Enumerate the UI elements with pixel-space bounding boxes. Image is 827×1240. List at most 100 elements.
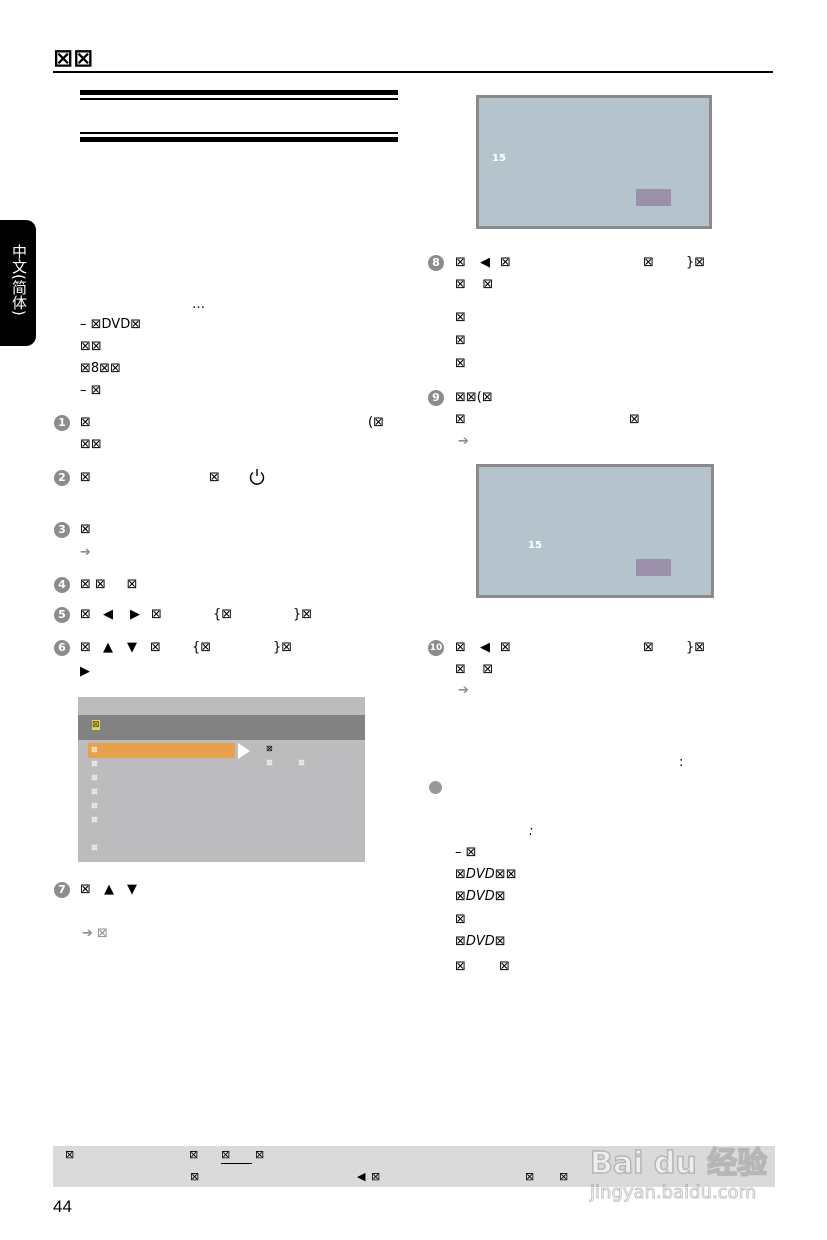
screen-value: 15 xyxy=(492,153,506,164)
setup-menu-screenshot: ⊠ ⊠ ⊠ ⊠ ⊠ ⊠ ⊠ ⊠ ⊠ ⊠ ⊠ xyxy=(78,697,365,862)
ellipsis: … xyxy=(192,297,205,312)
step-text: ⊠ ⊠ ⊠ xyxy=(80,577,138,592)
text-line: – ⊠ xyxy=(80,383,102,398)
arrow-icon: ➔ xyxy=(80,545,91,560)
step-text: {⊠ xyxy=(213,607,233,622)
menu-item[interactable]: ⊠ xyxy=(91,801,98,810)
arrow-icon: ➔ xyxy=(458,683,469,698)
submenu-option[interactable]: ⊠ xyxy=(298,758,305,767)
step-number: 4 xyxy=(54,577,70,593)
bullet-dot-icon xyxy=(429,781,442,794)
watermark-brand: Bai du 经验 xyxy=(589,1145,768,1182)
up-arrow-icon: ▲ xyxy=(104,882,114,897)
text-line: ⊠ xyxy=(455,356,466,371)
step-text: ⊠⊠(⊠ xyxy=(455,390,493,405)
step-text: ⊠ xyxy=(80,882,91,897)
watermark-url: jingyan.baidu.com xyxy=(589,1182,757,1204)
step-text: }⊠ xyxy=(273,640,293,655)
submenu-option[interactable]: ⊠ xyxy=(266,758,273,767)
section-title: ⊠⊠ xyxy=(53,44,94,72)
tip-text: ⊠ xyxy=(559,1170,569,1183)
step-text: }⊠ xyxy=(293,607,313,622)
power-icon xyxy=(249,469,265,485)
tip-text: ⊠ xyxy=(190,1170,200,1183)
tip-band: ⊠ ⊠ ⊠ ⊠ ⊠ ◀ ⊠ ⊠ ⊠ xyxy=(53,1146,775,1187)
left-arrow-icon: ◀ xyxy=(480,640,490,655)
menu-item[interactable]: ⊠ xyxy=(91,815,98,824)
italic-line: ⊠ xyxy=(455,912,466,927)
step-text: ⊠ xyxy=(500,640,511,655)
tip-text: ⊠ xyxy=(65,1148,75,1161)
title-rule xyxy=(80,137,398,142)
step-text: ⊠⊠ xyxy=(80,437,102,452)
arrow-icon: ➔ ⊠ xyxy=(82,926,108,941)
step-text: ⊠ xyxy=(151,607,162,622)
menu-highlight xyxy=(88,743,235,758)
italic-line: ⊠DVD⊠⊠ xyxy=(455,867,517,882)
step-text: ⊠ ⊠ xyxy=(455,277,494,292)
menu-item[interactable]: ⊠ xyxy=(91,759,98,768)
italic-line: ⊠ ⊠ xyxy=(455,959,510,974)
step-number: 1 xyxy=(54,415,70,431)
step-text: ⊠ xyxy=(455,412,466,427)
tip-text: ⊠ xyxy=(255,1148,265,1161)
menu-item[interactable]: ⊠ xyxy=(91,773,98,782)
down-arrow-icon: ▼ xyxy=(127,640,137,655)
step-text: ⊠ xyxy=(80,470,91,485)
tv-screen-1: 15 xyxy=(476,95,712,229)
right-arrow-icon: ▶ xyxy=(130,607,140,622)
colon: : xyxy=(679,755,684,770)
step-text: ⊠ xyxy=(629,412,640,427)
menu-item[interactable]: ⊠ xyxy=(91,787,98,796)
colon: : xyxy=(529,824,534,839)
side-tab-label: 中文(简体) xyxy=(10,244,28,316)
side-language-tab: 中文(简体) xyxy=(0,220,36,346)
submenu-arrow-icon xyxy=(238,743,250,759)
step-number: 8 xyxy=(428,255,444,271)
step-text: ⊠ xyxy=(80,522,91,537)
tip-text: ⊠ xyxy=(371,1170,381,1183)
screen-button xyxy=(636,189,671,206)
step-text: ⊠ xyxy=(150,640,161,655)
step-text: ⊠ xyxy=(455,640,466,655)
right-arrow-icon: ▶ xyxy=(80,664,90,679)
step-number: 3 xyxy=(54,522,70,538)
text-line: – ⊠DVD⊠ xyxy=(80,317,142,332)
tip-text: ⊠ xyxy=(525,1170,535,1183)
step-text: ⊠ xyxy=(80,415,91,430)
text-line: ⊠8⊠⊠ xyxy=(80,361,121,376)
screen-value: 15 xyxy=(528,540,542,551)
header-rule xyxy=(53,71,773,73)
step-text: ⊠ xyxy=(455,255,466,270)
text-line: ⊠ xyxy=(455,310,466,325)
title-rule xyxy=(80,90,398,95)
tip-text: ⊠ xyxy=(189,1148,199,1161)
menu-item[interactable]: ⊠ xyxy=(91,745,98,754)
page-number: 44 xyxy=(53,1197,72,1216)
step-text: }⊠ xyxy=(686,255,706,270)
text-line: ⊠⊠ xyxy=(80,339,102,354)
step-text: ⊠ xyxy=(643,255,654,270)
baidu-watermark: Bai du 经验 jingyan.baidu.com xyxy=(589,1138,768,1204)
left-arrow-icon: ◀ xyxy=(357,1170,366,1183)
italic-line: – ⊠ xyxy=(455,845,477,860)
menu-item[interactable]: ⊠ xyxy=(91,843,98,852)
step-text: }⊠ xyxy=(686,640,706,655)
tv-screen-2: 15 xyxy=(476,464,714,598)
italic-line: ⊠DVD⊠ xyxy=(455,889,506,904)
step-number: 7 xyxy=(54,882,70,898)
left-arrow-icon: ◀ xyxy=(103,607,113,622)
title-rule xyxy=(80,98,398,100)
step-number: 6 xyxy=(54,640,70,656)
menu-header-bar: ⊠ xyxy=(78,715,365,740)
step-text: ⊠ xyxy=(209,470,220,485)
step-number: 5 xyxy=(54,607,70,623)
up-arrow-icon: ▲ xyxy=(103,640,113,655)
step-number: 10 xyxy=(428,640,444,656)
italic-line: ⊠DVD⊠ xyxy=(455,934,506,949)
submenu-selected[interactable]: ⊠ xyxy=(266,744,273,753)
text-line: ⊠ xyxy=(455,333,466,348)
title-rule xyxy=(80,132,398,134)
step-number: 2 xyxy=(54,470,70,486)
